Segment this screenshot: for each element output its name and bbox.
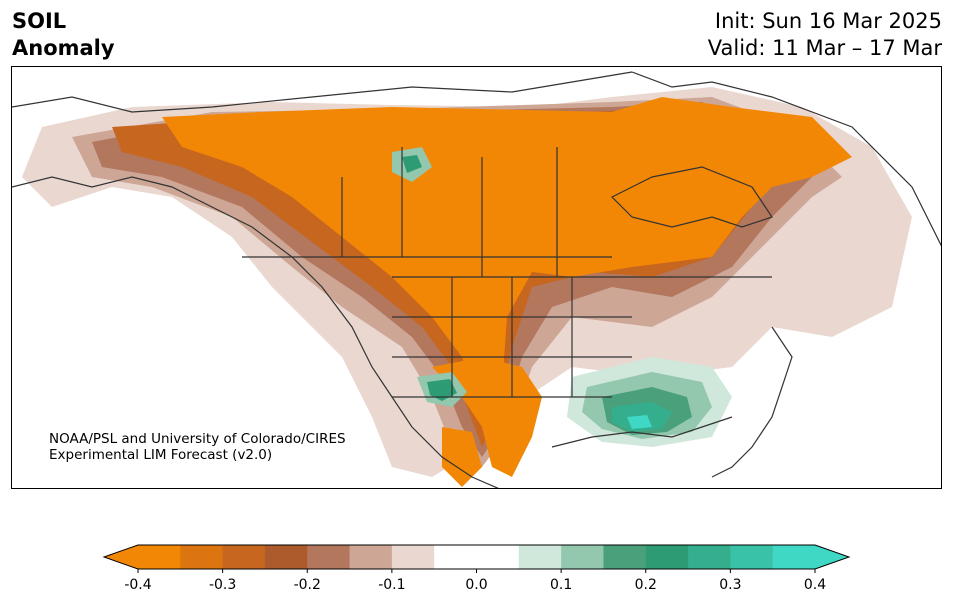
anomaly-map: [12, 71, 941, 488]
colorbar-tick-label: 0.4: [803, 577, 827, 593]
colorbar-tick-label: 0.3: [719, 577, 742, 593]
dry-anomaly-fill: [22, 87, 912, 487]
colorbar-swatch: [730, 545, 774, 569]
wet-anomaly-fill: [392, 147, 732, 447]
colorbar-swatch: [180, 545, 224, 569]
colorbar-tick-label: -0.2: [293, 577, 321, 593]
colorbar-extend-high: [815, 545, 849, 569]
valid-range: Valid: 11 Mar – 17 Mar: [707, 36, 942, 60]
colorbar-swatch: [349, 545, 393, 569]
colorbar-swatch: [222, 545, 266, 569]
credit-line-1: NOAA/PSL and University of Colorado/CIRE…: [49, 431, 346, 447]
colorbar-tick-label: -0.1: [378, 577, 406, 593]
colorbar-tick-label: 0.0: [465, 577, 488, 593]
colorbar-swatch: [603, 545, 647, 569]
colorbar-tick-label: 0.1: [549, 577, 573, 593]
map-title: SOIL Anomaly: [12, 8, 115, 62]
colorbar-tick-label: 0.2: [634, 577, 657, 593]
colorbar-tick-label: -0.4: [124, 577, 152, 593]
init-valid-header: Init: Sun 16 Mar 2025 Valid: 11 Mar – 17…: [708, 8, 942, 62]
colorbar-swatch: [434, 545, 477, 569]
colorbar-extend-low: [104, 545, 138, 569]
colorbar-swatch: [518, 545, 562, 569]
title-line-2: Anomaly: [12, 36, 115, 60]
colorbar-swatch: [138, 545, 181, 569]
colorbar-swatch: [688, 545, 731, 569]
colorbar-swatch: [264, 545, 308, 569]
colorbar-swatch: [391, 545, 435, 569]
colorbar-swatch: [307, 545, 351, 569]
colorbar-swatch: [645, 545, 689, 569]
title-line-1: SOIL: [12, 9, 67, 33]
coastlines: [12, 71, 941, 488]
init-date: Init: Sun 16 Mar 2025: [714, 9, 942, 33]
map-panel: [11, 66, 942, 489]
colorbar-tick-label: -0.3: [208, 577, 237, 593]
credit-text: NOAA/PSL and University of Colorado/CIRE…: [49, 431, 346, 463]
colorbar-swatch: [476, 545, 520, 569]
colorbar-swatch: [772, 545, 816, 569]
credit-line-2: Experimental LIM Forecast (v2.0): [49, 447, 273, 463]
colorbar-swatch: [561, 545, 604, 569]
